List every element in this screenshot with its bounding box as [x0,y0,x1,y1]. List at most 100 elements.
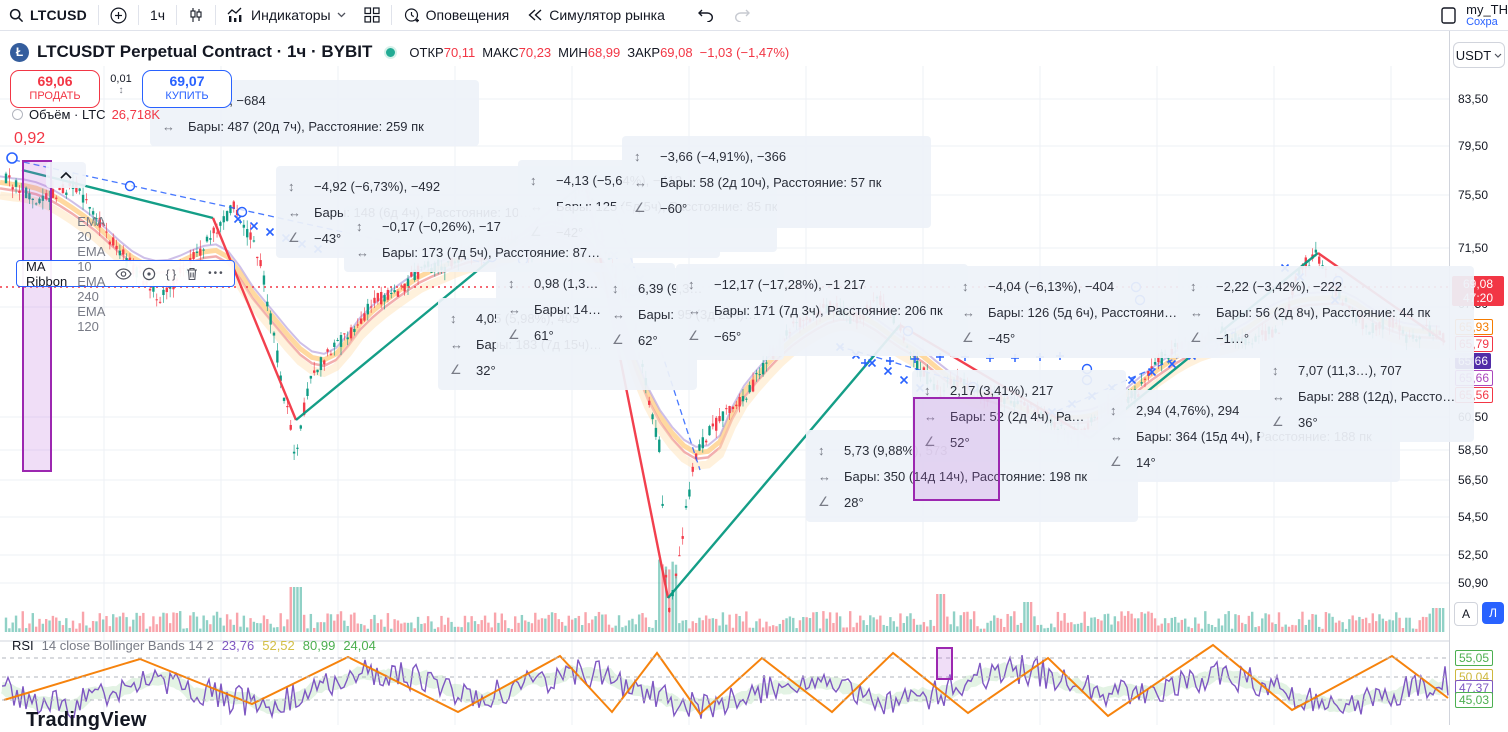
height-icon: ↕ [688,276,695,292]
undo-icon [697,8,715,22]
price-label: 71,50 [1455,240,1492,256]
circle-marker [236,206,248,218]
measure-text: Бары: 171 (7д 3ч), Расстояние: 206 пк [714,302,943,318]
trend-line[interactable] [211,217,298,421]
toolbar-divider [215,5,217,25]
sell-label: ПРОДАТЬ [29,90,81,102]
chart-header: Ł LTCUSDT Perpetual Contract · 1ч · BYBI… [10,42,789,62]
plus-circle-icon [110,6,127,24]
measure-text: −12,17 (−17,28%), −1 217 [714,276,866,292]
volume-series [4,559,1445,632]
price-label: 83,50 [1455,91,1492,107]
search-icon [9,8,24,23]
indicators-label: Индикаторы [251,7,331,23]
height-icon: ↕ [356,218,363,234]
interval-button[interactable]: 1ч [141,1,174,29]
height-icon: ↕ [288,178,295,194]
angle-icon: ∠ [288,230,300,245]
indicators-button[interactable]: Индикаторы [218,1,355,29]
trend-line[interactable] [667,324,901,599]
ma-ribbon-params: EMA 20 EMA 10 EMA 240 EMA 120 [77,213,105,334]
panel-icon[interactable] [1440,6,1458,24]
rsi-legend[interactable]: RSI 14 close Bollinger Bands 14 2 23,76 5… [12,638,384,653]
ma-ribbon-legend[interactable]: MA Ribbon EMA 20 EMA 10 EMA 240 EMA 120 … [16,214,235,334]
measure-text: Бары: 173 (7д 5ч), Расстояние: 87… [382,244,601,260]
height-icon: ↕ [1190,278,1197,294]
x-marker [1127,375,1137,385]
bars-icon: ↔ [1272,388,1285,404]
rsi-value: 23,76 [221,638,255,653]
bars-icon: ↔ [162,118,175,134]
bars-icon: ↔ [924,408,937,424]
measure-text: Бары: 126 (5д 6ч), Расстояни… [988,304,1178,320]
measure-text: −60° [660,200,688,216]
drawing-rectangle[interactable] [913,397,1000,501]
rsi-value: 52,52 [262,638,295,653]
spread-icon: ↕ [118,85,124,96]
buy-button[interactable]: 69,07 КУПИТЬ [142,70,232,108]
currency-selector[interactable]: USDT [1453,42,1505,68]
bars-icon: ↔ [288,204,301,220]
rsi-value: 24,04 [343,638,376,653]
indicator-templates-button[interactable] [355,1,389,29]
eye-icon[interactable] [114,267,132,280]
drawing-rectangle[interactable] [22,160,52,472]
symbol-name: LTCUSD [30,7,87,23]
height-icon: ↕ [450,310,457,326]
height-icon: ↕ [924,382,931,398]
toolbar-divider [97,5,99,25]
market-simulator-button[interactable]: Симулятор рынка [518,1,674,29]
volume-legend[interactable]: Объём · LTC 26,718K [12,107,160,122]
auto-scale-button[interactable]: А [1454,602,1478,626]
volume-value: 26,718K [111,107,161,122]
angle-icon: ∠ [962,330,974,345]
candlestick-icon [188,7,204,23]
collapse-button[interactable] [46,162,86,188]
height-icon: ↕ [962,278,969,294]
undo-button[interactable] [688,1,724,29]
currency-label: USDT [1455,47,1492,63]
drawing-rectangle[interactable] [936,647,953,680]
measure-text: 61° [534,327,554,343]
measure-text: Бары: 58 (2д 10ч), Расстояние: 57 пк [660,174,882,190]
measure-text: 28° [844,494,864,510]
rsi-value: 80,99 [302,638,336,653]
compare-add-button[interactable] [101,1,136,29]
price-label: 75,50 [1455,187,1492,203]
symbol-search-button[interactable]: LTCUSD [0,1,96,29]
measure-text: 2,17 (3,41%), 217 [950,382,1054,398]
bars-icon: ↔ [962,304,975,320]
measure-text: −1…° [1216,330,1250,346]
measure-tooltip: ↕ −2,22 (−3,42%), −222 ↔ Бары: 56 (2д 8ч), … [1178,266,1474,358]
layout-widget[interactable]: my_TH Сохра [1466,2,1508,28]
price-label: 58,50 [1455,442,1492,458]
measure-text: −4,92 (−6,73%), −492 [314,178,441,194]
rsi-line [1,655,1449,720]
alerts-button[interactable]: Оповещения [394,1,519,29]
sell-button[interactable]: 69,06 ПРОДАТЬ [10,70,100,108]
angle-icon: ∠ [508,327,520,342]
redo-button[interactable] [724,1,760,29]
rewind-icon [527,8,543,22]
drawing-handle[interactable] [6,152,18,164]
symbol-logo-icon: Ł [10,42,29,62]
save-layout-link[interactable]: Сохра [1466,16,1498,28]
settings-icon[interactable] [142,267,156,281]
more-options-icon[interactable]: ••• [208,268,225,279]
height-icon: ↕ [1272,362,1279,378]
height-icon: ↕ [530,172,537,188]
measure-text: Бары: 56 (2д 8ч), Расстояние: 44 пк [1216,304,1431,320]
circle-marker [124,180,136,192]
x-marker [867,358,877,368]
measure-tooltip: ↕ 2,17 (3,41%), 217 ↔ Бары: 52 (2д 4ч), Ра…… [912,370,1126,462]
symbol-title[interactable]: LTCUSDT Perpetual Contract · 1ч · BYBIT [37,42,373,61]
price-label: 54,50 [1455,509,1492,525]
log-scale-button[interactable]: Л [1482,602,1504,624]
chart-style-button[interactable] [179,1,213,29]
measure-tooltip: ↕ −0,17 (−0,26%), −17 ↔ Бары: 173 (7д 5ч), … [344,206,633,272]
market-status-icon[interactable] [384,45,398,59]
source-code-icon[interactable]: { } [165,266,177,281]
delete-icon[interactable] [186,267,198,281]
bars-icon: ↔ [818,468,831,484]
alarm-plus-icon [403,7,420,24]
